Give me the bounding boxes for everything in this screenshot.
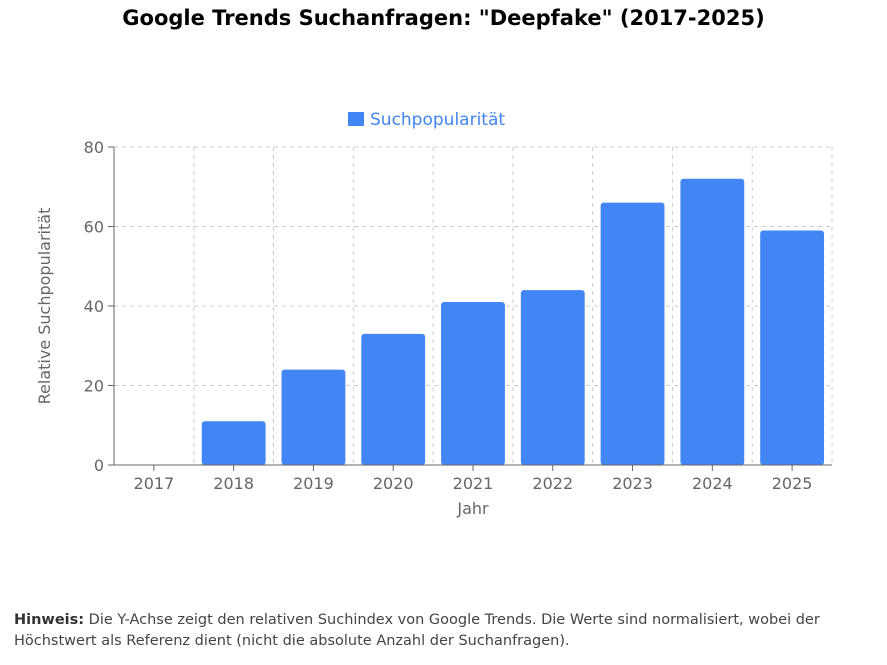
bar-chart: 0 20 40 60 80 2017 2018 2019 2020 2021 2022 2023 202…	[35, 110, 833, 518]
footnote: Hinweis: Die Y-Achse zeigt den relativen…	[14, 610, 879, 652]
x-tick-label: 2025	[772, 474, 813, 493]
x-tick-label: 2019	[293, 474, 334, 493]
bar-2019	[281, 369, 346, 465]
x-tick-label: 2017	[134, 474, 175, 493]
bar-2023	[600, 202, 665, 465]
x-axis-title: Jahr	[456, 499, 489, 518]
bar-2020	[361, 333, 426, 465]
legend-swatch	[348, 112, 364, 126]
y-tick-label: 60	[84, 218, 104, 237]
chart-title: Google Trends Suchanfragen: "Deepfake" (…	[122, 6, 765, 30]
footnote-text: Die Y-Achse zeigt den relativen Suchinde…	[14, 612, 820, 649]
y-tick-label: 40	[84, 297, 104, 316]
legend-label: Suchpopularität	[370, 110, 505, 130]
bar-2024	[680, 178, 745, 466]
y-axis-title: Relative Suchpopularität	[35, 208, 54, 405]
bar-2021	[441, 302, 505, 465]
bar-2018	[201, 421, 266, 465]
x-tick-label: 2023	[612, 474, 653, 493]
x-tick-label: 2022	[532, 474, 573, 493]
footnote-label: Hinweis:	[14, 612, 85, 628]
x-tick-label: 2021	[453, 474, 494, 493]
bar-2022	[520, 290, 585, 465]
x-tick-label: 2020	[373, 474, 414, 493]
bar-2025	[760, 230, 825, 465]
y-tick-label: 80	[84, 138, 104, 157]
x-tick-label: 2018	[213, 474, 254, 493]
x-tick-label: 2024	[692, 474, 733, 493]
y-tick-label: 20	[84, 377, 104, 396]
y-tick-label: 0	[94, 456, 104, 475]
